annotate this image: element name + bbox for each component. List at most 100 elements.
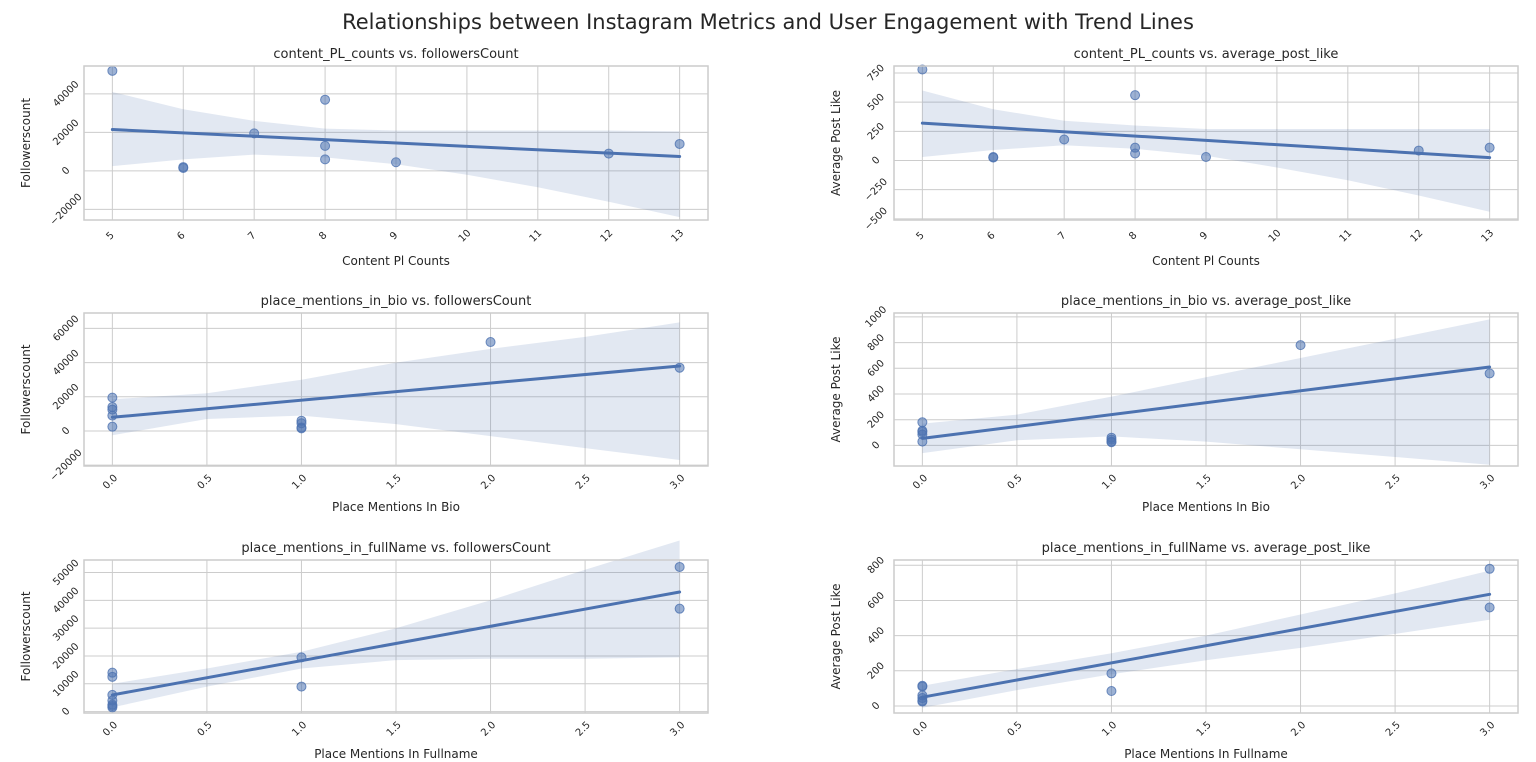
- trend-line: [110, 128, 682, 158]
- y-tick-label: 750: [866, 63, 887, 84]
- panel-title: place_mentions_in_bio vs. average_post_l…: [1061, 294, 1351, 309]
- y-axis-label: Average Post Like: [829, 337, 843, 443]
- x-axis-label: Place Mentions In Fullname: [1124, 747, 1288, 761]
- x-tick-label: 2.0: [1289, 720, 1308, 739]
- x-tick-label: 6: [175, 230, 187, 242]
- y-tick-label: 0: [870, 700, 882, 712]
- data-point: [320, 94, 331, 105]
- y-tick-label: 40000: [51, 348, 81, 378]
- x-tick-label: 8: [317, 230, 329, 242]
- panel-title: content_PL_counts vs. followersCount: [273, 47, 518, 62]
- data-point: [107, 421, 118, 432]
- x-tick-label: 9: [388, 230, 400, 242]
- data-point: [1484, 563, 1495, 574]
- panel-title: content_PL_counts vs. average_post_like: [1074, 47, 1339, 62]
- x-tick-label: 3.0: [668, 720, 687, 739]
- y-tick-label: 1000: [863, 304, 889, 330]
- x-tick-label: 1.0: [1100, 473, 1119, 492]
- x-tick-label: 3.0: [1478, 720, 1497, 739]
- x-tick-label: 3.0: [668, 473, 687, 492]
- x-tick-label: 13: [1479, 228, 1496, 245]
- y-axis-label: Followerscount: [19, 344, 33, 434]
- chart-panel-3: 0.0 0.5 1.0 1.5 2.0 2.5 3.0 −20000 0 20000 40000 60…: [19, 294, 709, 514]
- x-tick-label: 0.0: [911, 473, 930, 492]
- x-tick-label: 1.0: [290, 720, 309, 739]
- axes-frame: [83, 65, 709, 221]
- y-tick-label: 40000: [51, 79, 81, 109]
- data-point: [917, 64, 928, 75]
- y-tick-label: 10000: [51, 669, 81, 699]
- data-point: [1106, 668, 1117, 679]
- chart-panel-5: 0.0 0.5 1.0 1.5 2.0 2.5 3.0 0 100002000030000400…: [19, 540, 709, 761]
- x-axis-label: Content Pl Counts: [1152, 254, 1260, 268]
- x-tick-label: 11: [528, 228, 545, 245]
- y-tick-label: 800: [866, 332, 887, 353]
- x-tick-label: 0.0: [101, 720, 120, 739]
- x-tick-label: 1.5: [385, 720, 404, 739]
- y-tick-label: −500: [863, 206, 890, 233]
- y-tick-label: 20000: [51, 641, 81, 671]
- data-point: [107, 671, 118, 682]
- x-tick-label: 11: [1338, 228, 1355, 245]
- data-point: [391, 157, 401, 168]
- data-point: [674, 603, 685, 614]
- x-tick-label: 0.0: [101, 473, 120, 492]
- trend-line: [920, 592, 1492, 699]
- x-tick-label: 12: [1409, 228, 1426, 245]
- x-tick-label: 12: [599, 228, 616, 245]
- data-point: [107, 702, 118, 713]
- x-tick-label: 13: [669, 228, 686, 245]
- data-point: [178, 163, 189, 174]
- axes-frame: [893, 312, 1519, 467]
- data-point: [1484, 368, 1495, 379]
- x-tick-label: 10: [1267, 228, 1284, 245]
- axes-frame: [893, 559, 1519, 714]
- y-tick-label: −250: [863, 176, 890, 203]
- data-point: [1201, 152, 1211, 162]
- x-tick-label: 3.0: [1478, 473, 1497, 492]
- data-point: [296, 681, 307, 692]
- x-tick-label: 0.5: [1006, 720, 1025, 739]
- y-axis-label: Average Post Like: [829, 90, 843, 196]
- data-point: [917, 681, 928, 692]
- y-tick-label: 30000: [51, 613, 81, 643]
- y-axis-label: Average Post Like: [829, 584, 843, 690]
- data-point: [1059, 134, 1070, 145]
- x-tick-label: 7: [1056, 230, 1068, 242]
- axes-frame: [893, 65, 1519, 221]
- x-tick-label: 6: [985, 230, 997, 242]
- x-tick-label: 0.5: [196, 720, 215, 739]
- data-point: [1106, 437, 1117, 448]
- confidence-band: [112, 540, 680, 708]
- y-tick-label: 800: [866, 555, 887, 576]
- x-tick-label: 2.5: [574, 473, 593, 492]
- data-point: [296, 423, 307, 434]
- x-tick-label: 1.5: [385, 473, 404, 492]
- x-tick-label: 8: [1127, 230, 1139, 242]
- x-axis-label: Content Pl Counts: [342, 254, 450, 268]
- y-tick-label: 20000: [51, 118, 81, 148]
- data-point: [1295, 340, 1306, 351]
- data-point: [917, 417, 928, 428]
- data-point: [107, 65, 118, 76]
- panel-title: place_mentions_in_fullName vs. average_p…: [1042, 541, 1371, 556]
- data-point: [674, 138, 685, 149]
- confidence-band: [112, 92, 680, 218]
- axes-frame: [83, 559, 709, 714]
- x-tick-label: 0.5: [196, 473, 215, 492]
- trend-line: [110, 364, 682, 419]
- data-point: [485, 337, 496, 348]
- x-tick-label: 9: [1198, 230, 1210, 242]
- x-tick-label: 5: [104, 230, 116, 242]
- confidence-band: [922, 90, 1490, 212]
- y-tick-label: 500: [866, 92, 887, 113]
- y-tick-label: 200: [866, 661, 887, 682]
- x-tick-label: 2.5: [1384, 473, 1403, 492]
- axes-frame: [83, 312, 709, 467]
- panel-title: place_mentions_in_bio vs. followersCount: [261, 294, 532, 309]
- x-tick-label: 0.5: [1006, 473, 1025, 492]
- y-tick-label: −20000: [48, 447, 84, 483]
- x-tick-label: 0.0: [911, 720, 930, 739]
- y-tick-label: 50000: [51, 558, 81, 588]
- trend-line: [920, 365, 1492, 440]
